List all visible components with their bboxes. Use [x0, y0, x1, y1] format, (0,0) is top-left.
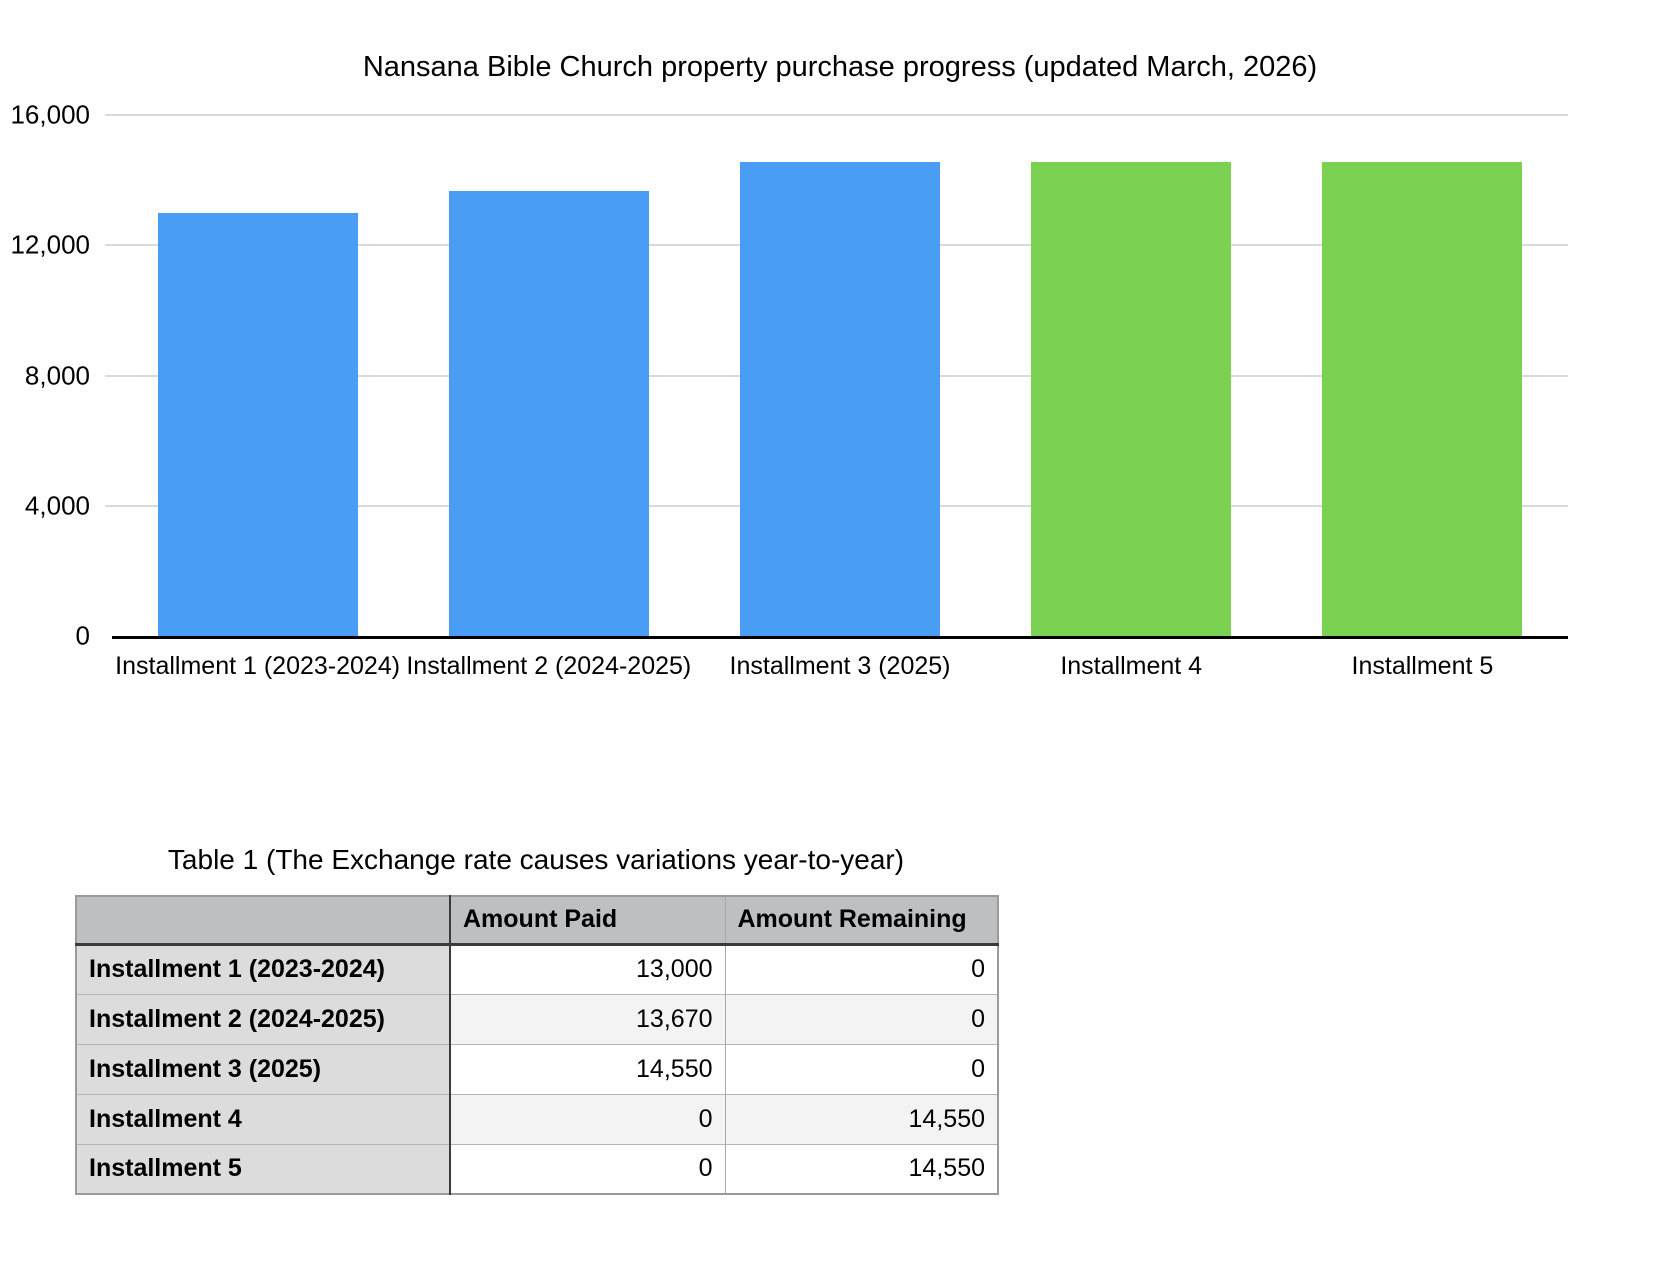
column-header: Amount Paid	[450, 896, 726, 946]
amount-remaining-cell: 14,550	[724, 1143, 998, 1194]
row-label-cell: Installment 2 (2024-2025)	[76, 993, 451, 1044]
amount-paid-cell: 0	[450, 1143, 725, 1194]
amount-paid-cell: 0	[450, 1093, 725, 1144]
gridline	[105, 114, 1568, 116]
bar-band	[1277, 115, 1568, 636]
y-axis-tick-label: 12,000	[10, 229, 90, 260]
amount-remaining-cell: 14,550	[724, 1093, 998, 1144]
amount-remaining-cell: 0	[724, 1043, 998, 1094]
row-label-cell: Installment 1 (2023-2024)	[76, 944, 451, 994]
table-row: Installment 4 0 14,550	[76, 1093, 998, 1144]
x-axis-category-labels: Installment 1 (2023-2024) Installment 2 (…	[112, 651, 1568, 681]
amount-paid-cell: 14,550	[450, 1043, 725, 1094]
x-axis-label: Installment 1 (2023-2024)	[115, 652, 401, 680]
y-axis-tick-label: 0	[75, 620, 90, 651]
table-section: Table 1 (The Exchange rate causes variat…	[75, 843, 999, 1195]
chart-title: Nansana Bible Church property purchase p…	[362, 51, 1318, 83]
x-axis-label: Installment 5	[1351, 652, 1494, 680]
amount-paid-cell: 13,000	[450, 944, 725, 994]
bar-installment-4	[1031, 162, 1232, 636]
bars-container	[112, 115, 1568, 636]
table-title: Table 1 (The Exchange rate causes variat…	[167, 844, 905, 875]
data-table: Amount Paid Amount Remaining Installment …	[75, 895, 999, 1195]
bar-band	[986, 115, 1277, 636]
bar-band	[112, 115, 403, 636]
column-header: Amount Remaining	[725, 896, 998, 946]
bar-band	[694, 115, 985, 636]
table-header-row: Amount Paid Amount Remaining	[76, 896, 998, 946]
bar-installment-3-2025	[740, 162, 940, 636]
row-label-cell: Installment 4	[76, 1093, 451, 1144]
bar-installment-1-2023-2024	[157, 212, 358, 636]
y-axis-tick-label: 16,000	[10, 99, 90, 130]
y-axis-tick-label: 8,000	[24, 360, 90, 390]
row-label-cell: Installment 3 (2025)	[76, 1043, 451, 1094]
table-row: Installment 3 (2025) 14,550 0	[76, 1043, 998, 1094]
amount-remaining-cell: 0	[724, 944, 998, 994]
amount-paid-cell: 13,670	[450, 993, 725, 1044]
x-axis-label: Installment 2 (2024-2025)	[406, 652, 692, 680]
table-row: Installment 1 (2023-2024) 13,000 0	[76, 944, 998, 994]
y-axis-tick-labels: 16,000 12,000 8,000 4,000 0	[0, 100, 90, 651]
table-row: Installment 2 (2024-2025) 13,670 0	[76, 993, 998, 1044]
bar-installment-5	[1322, 162, 1523, 636]
amount-remaining-cell: 0	[724, 993, 998, 1044]
bar-band	[403, 115, 694, 636]
x-axis-label: Installment 4	[1060, 652, 1203, 680]
plot-area	[105, 114, 1568, 639]
y-axis-tick-label: 4,000	[24, 490, 90, 521]
table-corner-cell	[76, 896, 451, 946]
table-row: Installment 5 0 14,550	[76, 1143, 998, 1194]
bar-installment-2-2024-2025	[448, 190, 649, 636]
x-axis-label: Installment 3 (2025)	[729, 652, 951, 680]
row-label-cell: Installment 5	[76, 1143, 451, 1194]
